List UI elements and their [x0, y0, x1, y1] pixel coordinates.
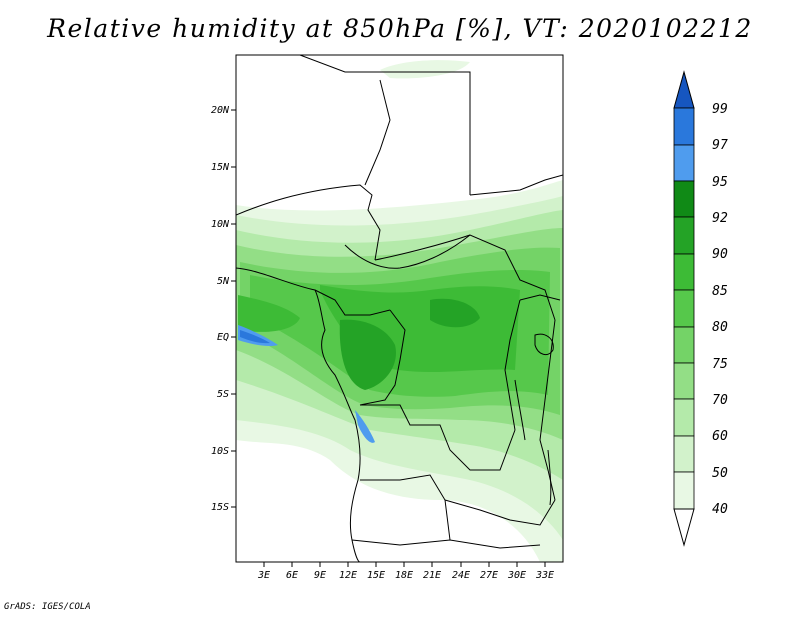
- map-border: [235, 54, 564, 563]
- lon-tick-label: 33E: [535, 570, 554, 581]
- lat-axis: 20N 15N 10N 5N EQ 5S 10S 15S: [211, 105, 236, 513]
- lat-tick-label: 5S: [217, 389, 229, 400]
- colorbar-label: 95: [712, 175, 728, 190]
- colorbar-label: 85: [712, 284, 728, 299]
- colorbar-segment: [673, 471, 695, 510]
- lake-victoria: [534, 333, 554, 356]
- border-east-c: [469, 174, 563, 196]
- lon-tick-label: 24E: [452, 570, 470, 581]
- lake-tanganyika: [514, 379, 526, 441]
- colorbar-segment: [673, 326, 695, 364]
- border-east-b: [539, 319, 556, 501]
- colorbar-label: 75: [712, 357, 728, 372]
- lake-malawi: [547, 449, 552, 506]
- border-central: [374, 234, 556, 321]
- humidity-fill-layer: [236, 60, 563, 562]
- border-east-a: [519, 294, 561, 301]
- colorbar-label: 92: [712, 211, 728, 226]
- grads-credit: GrADS: IGES/COLA: [4, 602, 91, 612]
- rh-band-90-east: [430, 298, 480, 328]
- colorbar: 99 97 95 92 90 85 80 75 70 60 50 40: [673, 70, 728, 547]
- lon-tick-label: 15E: [367, 570, 385, 581]
- rh-band-97: [240, 330, 270, 344]
- lat-tick-label: 15S: [211, 502, 229, 513]
- border-drc-west: [359, 309, 406, 406]
- colorbar-segment: [673, 144, 695, 182]
- colorbar-bottom-arrow: [673, 508, 695, 547]
- colorbar-segment: [673, 289, 695, 328]
- colorbar-top-arrow: [673, 70, 695, 109]
- rh-band-95: [238, 325, 278, 347]
- lat-tick-label: 10N: [211, 219, 230, 230]
- colorbar-label: 80: [712, 320, 728, 335]
- rh-band-95-south: [355, 410, 375, 443]
- colorbar-segment: [673, 398, 695, 437]
- border-angola: [360, 474, 451, 541]
- lat-tick-label: EQ: [217, 332, 229, 343]
- colorbar-label: 97: [712, 138, 728, 153]
- lon-tick-label: 21E: [423, 570, 441, 581]
- lat-tick-label: 15N: [211, 162, 230, 173]
- border-car: [344, 234, 471, 269]
- country-borders: [236, 55, 563, 562]
- lat-tick-label: 5N: [217, 276, 230, 287]
- lat-tick-label: 10S: [211, 446, 229, 457]
- colorbar-label: 40: [712, 502, 728, 517]
- lon-tick-label: 12E: [339, 570, 357, 581]
- lon-tick-label: 6E: [286, 570, 298, 581]
- colorbar-segment: [673, 107, 695, 146]
- lon-tick-label: 30E: [507, 570, 526, 581]
- lon-tick-label: 18E: [395, 570, 413, 581]
- rh-band-40-north: [380, 60, 470, 79]
- border-north-a: [299, 55, 471, 195]
- colorbar-label: 90: [712, 247, 728, 262]
- colorbar-label: 60: [712, 429, 728, 444]
- chart-title: Relative humidity at 850hPa [%], VT: 202…: [47, 14, 753, 43]
- border-north-b: [236, 184, 381, 261]
- colorbar-label: 70: [712, 393, 728, 408]
- rh-band-85-west: [238, 295, 300, 332]
- colorbar-segment: [673, 253, 695, 291]
- lon-axis: 3E 6E 9E 12E 15E 18E 21E 24E 27E 30E 33E: [257, 562, 554, 581]
- border-zambia: [444, 499, 556, 526]
- colorbar-segment: [673, 216, 695, 255]
- lat-tick-label: 20N: [211, 105, 230, 116]
- colorbar-segment: [673, 362, 695, 400]
- border-south: [351, 539, 541, 549]
- lon-tick-label: 3E: [257, 570, 270, 581]
- border-drc-east: [504, 299, 521, 431]
- colorbar-segment: [673, 180, 695, 218]
- colorbar-label: 99: [712, 102, 728, 117]
- border-cameroon: [314, 289, 391, 316]
- border-drc-south: [360, 404, 516, 471]
- colorbar-segment: [673, 435, 695, 473]
- lon-tick-label: 27E: [480, 570, 498, 581]
- rh-band-90: [339, 319, 396, 390]
- lon-tick-label: 9E: [314, 570, 326, 581]
- border-chad: [364, 79, 391, 186]
- colorbar-label: 50: [712, 466, 728, 481]
